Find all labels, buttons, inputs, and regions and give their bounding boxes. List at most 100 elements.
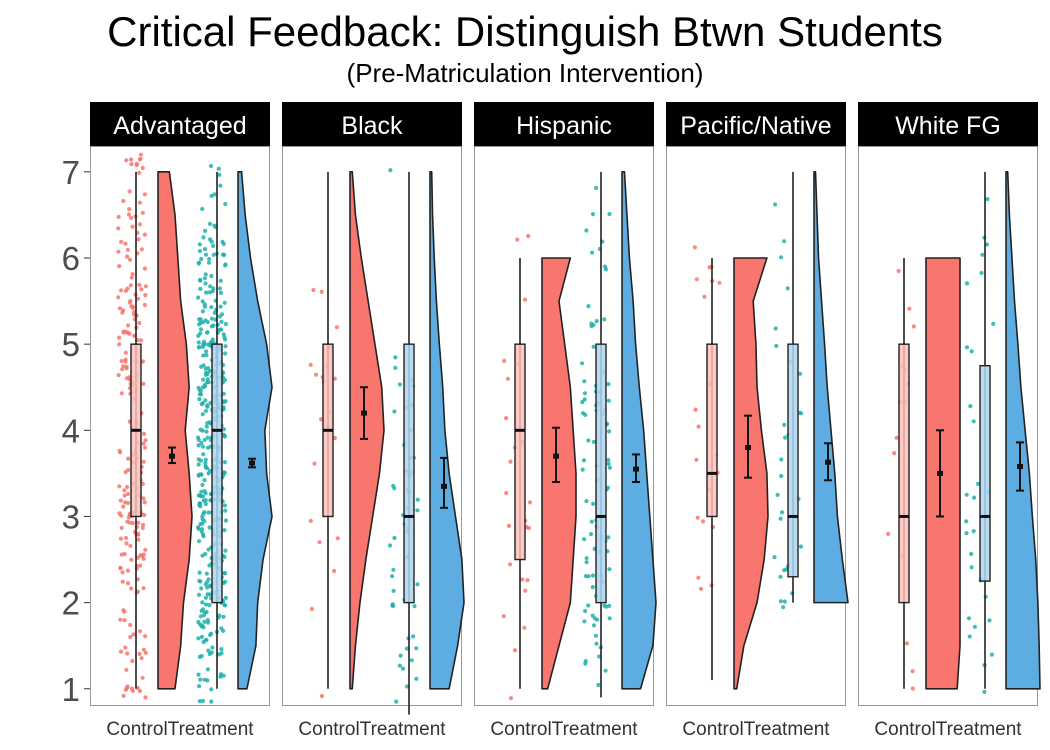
data-point xyxy=(121,608,126,613)
data-point xyxy=(388,168,393,173)
data-point xyxy=(124,364,129,369)
data-point xyxy=(522,297,528,302)
data-point xyxy=(392,535,397,541)
data-point xyxy=(591,501,596,506)
data-point xyxy=(202,509,207,515)
control-box xyxy=(706,343,718,518)
data-point xyxy=(581,458,587,463)
data-point xyxy=(390,574,395,579)
data-point xyxy=(980,252,985,257)
data-point xyxy=(200,401,205,406)
data-point xyxy=(140,675,145,680)
data-point xyxy=(201,534,206,539)
data-point xyxy=(120,367,125,372)
data-point xyxy=(904,641,910,646)
data-point xyxy=(694,457,699,462)
data-point xyxy=(201,363,206,368)
data-point xyxy=(782,599,787,604)
data-point xyxy=(217,314,222,319)
facet-label: Hispanic xyxy=(516,112,612,140)
data-point xyxy=(391,483,396,488)
data-point xyxy=(527,500,533,505)
data-point xyxy=(203,252,209,257)
data-point xyxy=(202,304,207,309)
data-point xyxy=(197,699,202,704)
data-point xyxy=(143,438,148,443)
data-point xyxy=(606,535,611,540)
data-point xyxy=(202,437,207,442)
data-point xyxy=(582,537,587,542)
data-point xyxy=(693,407,698,412)
data-point xyxy=(211,243,216,248)
data-point xyxy=(197,322,202,327)
treatment-violin xyxy=(237,171,273,690)
data-point xyxy=(312,461,317,466)
data-point xyxy=(129,557,134,562)
data-point xyxy=(606,398,611,403)
data-point xyxy=(594,319,599,324)
data-point xyxy=(219,647,224,652)
control-group xyxy=(116,152,193,700)
data-point xyxy=(130,658,135,664)
x-tick-treatment: Treatment xyxy=(936,719,1023,740)
data-point xyxy=(124,158,129,163)
data-point xyxy=(198,677,203,682)
data-point xyxy=(124,686,129,691)
data-point xyxy=(117,484,122,489)
data-point xyxy=(197,345,202,350)
x-tick-labels: ControlTreatment xyxy=(490,719,638,740)
data-point xyxy=(120,579,125,584)
data-point xyxy=(136,520,141,525)
control-violin xyxy=(733,257,769,690)
data-point xyxy=(196,295,201,300)
data-point xyxy=(200,412,205,417)
data-point xyxy=(391,588,396,594)
data-point xyxy=(319,694,325,699)
data-point xyxy=(607,567,612,572)
data-point xyxy=(522,625,527,630)
data-point xyxy=(602,317,607,322)
facet-label: Pacific/Native xyxy=(680,112,831,140)
data-point xyxy=(207,525,212,530)
data-point xyxy=(222,300,227,305)
data-point xyxy=(125,568,131,573)
data-point xyxy=(202,247,208,252)
control-violin xyxy=(157,171,193,690)
data-point xyxy=(123,241,128,246)
data-point xyxy=(209,650,214,655)
data-point xyxy=(606,382,611,387)
data-point xyxy=(203,318,208,323)
data-point xyxy=(200,482,205,487)
data-point xyxy=(590,250,595,255)
data-point xyxy=(798,544,804,549)
data-point xyxy=(700,519,706,524)
y-tick-label: 5 xyxy=(62,326,80,363)
data-point xyxy=(223,579,228,584)
data-point xyxy=(205,435,210,440)
data-point xyxy=(118,565,123,571)
data-point xyxy=(602,603,607,608)
data-point xyxy=(411,634,416,639)
data-point xyxy=(779,457,784,462)
data-point xyxy=(892,451,897,456)
data-point xyxy=(198,501,203,506)
data-point xyxy=(911,324,916,329)
data-point xyxy=(222,460,228,465)
data-point xyxy=(512,648,518,653)
data-point xyxy=(206,547,211,552)
y-tick-label: 2 xyxy=(62,585,80,622)
data-point xyxy=(122,493,127,498)
data-point xyxy=(202,519,207,524)
data-point xyxy=(202,276,207,281)
data-point xyxy=(397,663,402,668)
treatment-mean xyxy=(249,460,255,466)
facet-panel: Pacific/Native ControlTreatment xyxy=(666,102,849,740)
data-point xyxy=(202,384,207,389)
data-point xyxy=(199,608,204,613)
data-point xyxy=(141,496,146,501)
data-point xyxy=(125,491,130,497)
data-point xyxy=(221,241,226,247)
data-point xyxy=(596,682,601,688)
data-point xyxy=(196,592,202,597)
